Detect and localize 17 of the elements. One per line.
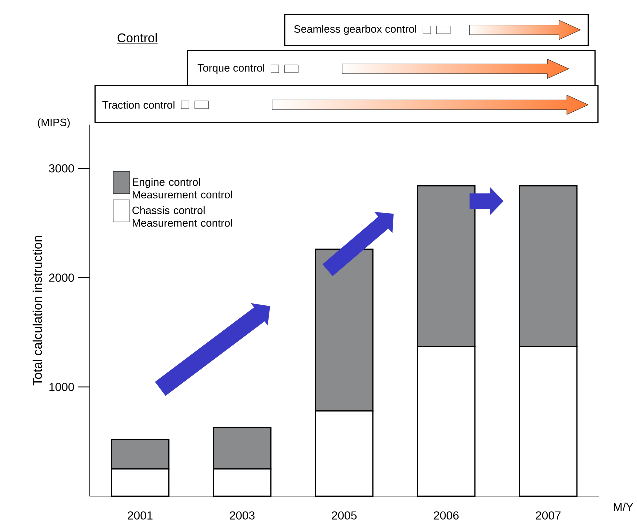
- x-axis-title: M/Y: [614, 502, 634, 512]
- legend-label: Chassis control Measurement control: [132, 206, 232, 227]
- text: Torque control: [198, 64, 264, 74]
- x-tick-label: 2007: [536, 512, 561, 520]
- legend-label: Engine control Measurement control: [133, 178, 232, 199]
- y-tick-label: 1000: [50, 383, 74, 392]
- y-tick-label: 2000: [49, 274, 74, 282]
- text: Traction control: [102, 101, 175, 109]
- text: (MIPS): [38, 118, 70, 128]
- x-tick-label: 2006: [434, 512, 459, 520]
- x-tick-label: 2001: [128, 512, 153, 520]
- x-tick-label: 2005: [332, 512, 357, 520]
- text: Control: [118, 33, 157, 43]
- text: Seamless gearbox control: [294, 25, 416, 36]
- y-axis-title: Total calculation instruction: [32, 236, 42, 386]
- y-tick-label: 3000: [49, 164, 74, 173]
- x-tick-label: 2003: [230, 512, 255, 520]
